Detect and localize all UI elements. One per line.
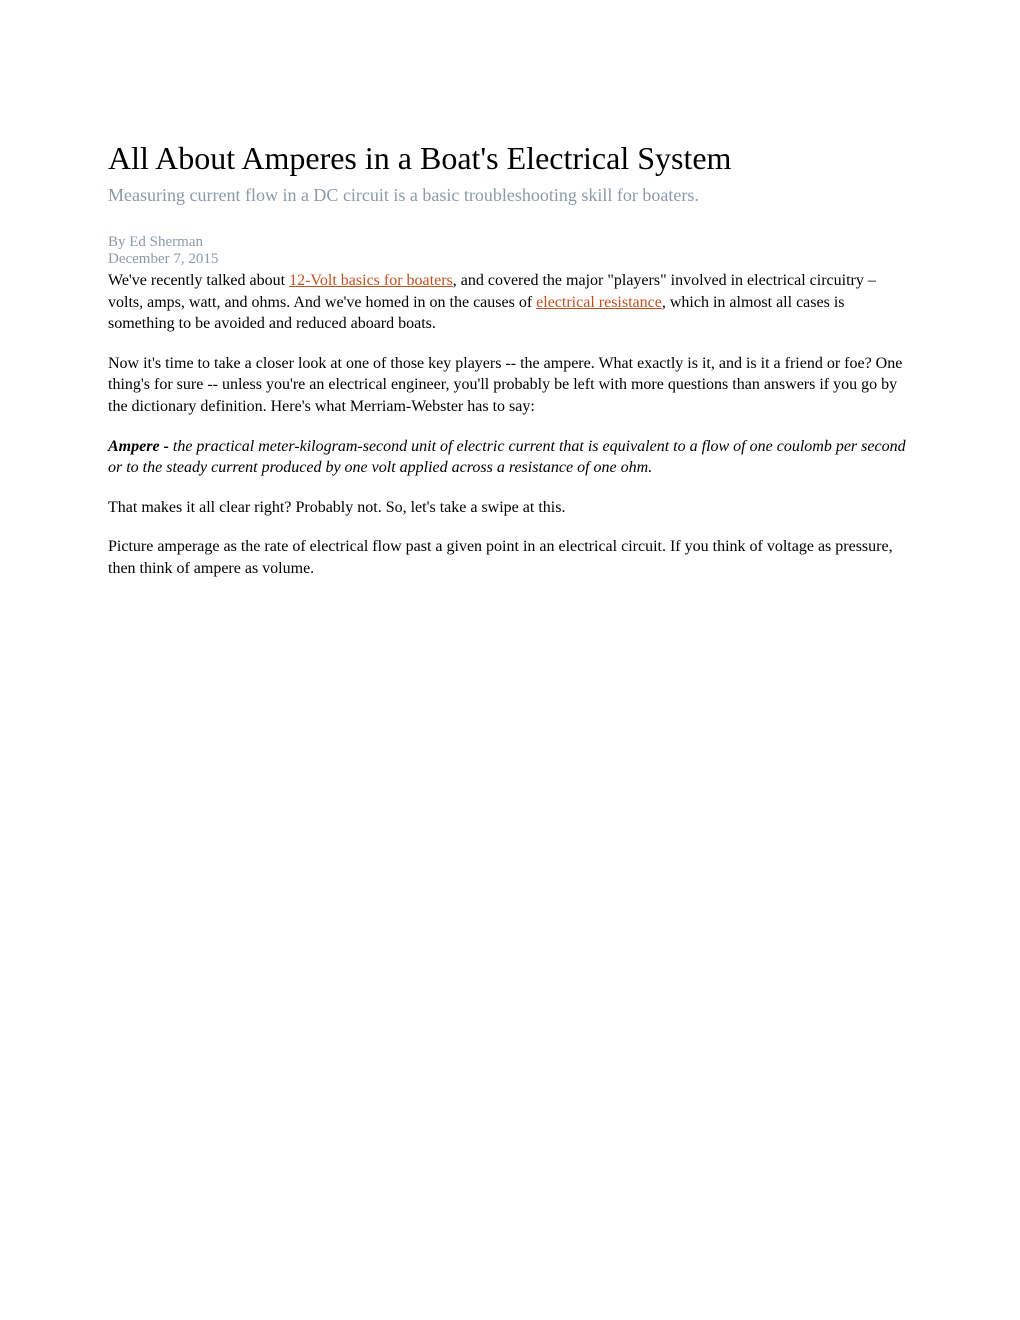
link-electrical-resistance[interactable]: electrical resistance <box>536 294 662 311</box>
definition-term: Ampere - <box>108 438 169 455</box>
article-title: All About Amperes in a Boat's Electrical… <box>108 140 912 177</box>
link-12volt-basics[interactable]: 12-Volt basics for boaters <box>289 272 453 289</box>
intro-text-1: We've recently talked about <box>108 272 289 289</box>
intro-paragraph: We've recently talked about 12-Volt basi… <box>108 270 912 335</box>
article-subtitle: Measuring current flow in a DC circuit i… <box>108 185 912 206</box>
paragraph-2: Now it's time to take a closer look at o… <box>108 353 912 418</box>
paragraph-5: Picture amperage as the rate of electric… <box>108 536 912 579</box>
definition-paragraph: Ampere - the practical meter-kilogram-se… <box>108 436 912 479</box>
article-date: December 7, 2015 <box>108 251 912 268</box>
article-byline: By Ed Sherman <box>108 234 912 251</box>
paragraph-4: That makes it all clear right? Probably … <box>108 497 912 519</box>
definition-text: the practical meter-kilogram-second unit… <box>108 438 906 477</box>
